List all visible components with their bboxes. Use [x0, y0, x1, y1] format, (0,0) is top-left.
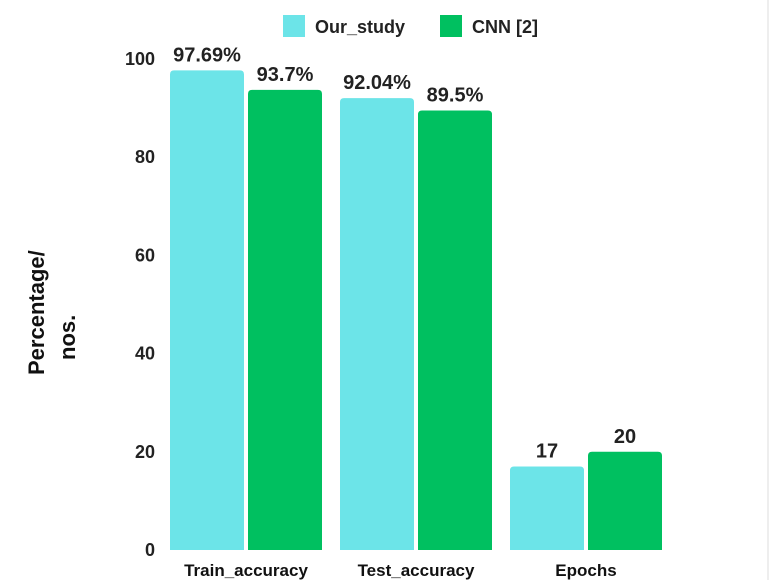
bar-cnn-2-train-accuracy	[248, 89, 322, 551]
bar-our-study-test-accuracy	[340, 98, 414, 550]
category-label-test-accuracy: Test_accuracy	[358, 561, 475, 580]
y-axis-title: Percentage/ nos.	[24, 250, 80, 375]
y-axis-title-line-1: Percentage/	[24, 250, 49, 375]
bar-cnn-2-test-accuracy	[418, 110, 492, 551]
legend-swatch-our-study	[283, 15, 305, 37]
category-label-train-accuracy: Train_accuracy	[184, 561, 308, 580]
bar-cnn-2-epochs	[588, 451, 662, 550]
data-label-our-study-epochs: 17	[536, 441, 558, 463]
data-label-our-study-test-accuracy: 92.04%	[343, 72, 411, 94]
y-axis-title-line-2: nos.	[55, 315, 80, 360]
bars	[170, 70, 662, 551]
legend-swatch-cnn	[440, 15, 462, 37]
bar-data-labels: 97.69% 93.7% 92.04% 89.5% 17 20	[173, 44, 636, 462]
category-labels: Train_accuracy Test_accuracy Epochs	[184, 561, 617, 580]
data-label-cnn-2-test-accuracy: 89.5%	[427, 85, 484, 107]
legend-label-our-study: Our_study	[315, 17, 405, 37]
y-tick-label-40: 40	[135, 344, 155, 364]
legend-label-cnn: CNN [2]	[472, 17, 538, 37]
bar-our-study-epochs	[510, 466, 584, 550]
y-tick-label-0: 0	[145, 540, 155, 560]
data-label-cnn-2-epochs: 20	[614, 426, 636, 448]
category-label-epochs: Epochs	[555, 561, 616, 580]
bar-our-study-train-accuracy	[170, 70, 244, 550]
legend: Our_study CNN [2]	[283, 15, 538, 37]
data-label-our-study-train-accuracy: 97.69%	[173, 44, 241, 66]
y-tick-label-80: 80	[135, 147, 155, 167]
y-tick-label-20: 20	[135, 442, 155, 462]
y-tick-label-100: 100	[125, 49, 155, 69]
y-tick-label-60: 60	[135, 245, 155, 265]
y-axis-ticks: 0 20 40 60 80 100	[125, 49, 155, 560]
data-label-cnn-2-train-accuracy: 93.7%	[257, 64, 314, 86]
